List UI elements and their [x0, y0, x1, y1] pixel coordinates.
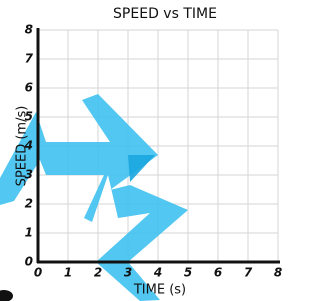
x-tick-label: 2	[94, 266, 102, 280]
y-tick-label: 6	[25, 81, 33, 95]
y-tick-label: 2	[25, 197, 33, 211]
x-tick-label: 7	[244, 266, 253, 280]
arrow-overlap	[128, 155, 155, 182]
x-tick-label: 0	[34, 266, 42, 280]
x-tick-label: 8	[274, 266, 282, 280]
y-tick-label: 8	[25, 23, 33, 37]
page: {"chart_data": {"type": "line", "title":…	[0, 0, 320, 301]
y-tick-label: 7	[25, 52, 34, 66]
x-tick-label: 4	[153, 266, 162, 280]
y-tick-label: 1	[25, 226, 33, 240]
y-axis-label: SPEED (m/s)	[15, 106, 30, 187]
x-tick-label: 3	[124, 266, 132, 280]
x-tick-label: 5	[184, 266, 192, 280]
x-axis-label: TIME (s)	[133, 283, 186, 298]
chart-title: SPEED vs TIME	[113, 6, 217, 22]
x-tick-label: 1	[64, 266, 72, 280]
y-tick-label: 0	[25, 255, 33, 269]
x-tick-label: 6	[214, 266, 222, 280]
ink-blob	[0, 290, 13, 301]
